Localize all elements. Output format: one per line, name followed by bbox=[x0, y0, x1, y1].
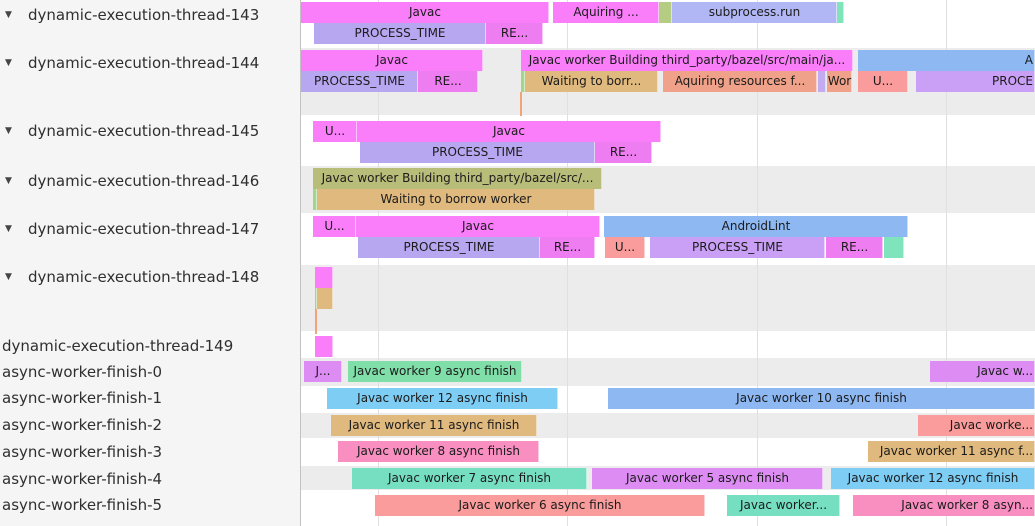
trace-slice[interactable]: Aquiring ... bbox=[553, 2, 659, 23]
trace-slice-sliver[interactable] bbox=[818, 71, 826, 92]
trace-slice[interactable]: Javac worker 8 asyn... bbox=[853, 495, 1035, 516]
trace-slice[interactable]: PROCESS_TIME bbox=[358, 237, 540, 258]
trace-slice[interactable]: Javac worker 9 async finish bbox=[348, 361, 522, 382]
collapse-arrow-icon[interactable]: ▼ bbox=[5, 10, 12, 20]
track-name-label: async-worker-finish-3 bbox=[2, 443, 163, 461]
trace-slice[interactable]: Javac worker 11 async finish bbox=[331, 415, 537, 436]
track-name-label: async-worker-finish-1 bbox=[2, 389, 163, 407]
track-name-label: dynamic-execution-thread-149 bbox=[2, 337, 234, 355]
trace-slice-sliver[interactable] bbox=[317, 288, 333, 309]
trace-slice[interactable]: U... bbox=[858, 71, 908, 92]
time-gridline bbox=[567, 0, 568, 526]
track-name-row[interactable]: ▼ dynamic-execution-thread-147 bbox=[0, 219, 300, 239]
trace-slice[interactable]: PROCESS_TIME bbox=[314, 23, 486, 44]
flow-marker bbox=[315, 309, 317, 334]
trace-slice[interactable]: Javac bbox=[301, 2, 549, 23]
trace-slice[interactable]: Javac worker 7 async finish bbox=[352, 468, 587, 489]
time-gridline bbox=[946, 0, 947, 526]
collapse-arrow-icon[interactable]: ▼ bbox=[5, 58, 12, 68]
trace-slice[interactable]: RE... bbox=[826, 237, 883, 258]
collapse-arrow-icon[interactable]: ▼ bbox=[5, 126, 12, 136]
trace-slice[interactable]: U... bbox=[313, 121, 357, 142]
trace-slice[interactable]: RE... bbox=[418, 71, 478, 92]
trace-slice-sliver[interactable] bbox=[521, 71, 525, 92]
trace-slice[interactable]: A bbox=[858, 50, 1035, 71]
trace-slice[interactable]: Javac worker 6 async finish bbox=[375, 495, 705, 516]
time-gridline bbox=[378, 0, 379, 526]
trace-slice[interactable]: Javac worker 12 async finish bbox=[831, 468, 1035, 489]
trace-slice-sliver[interactable] bbox=[315, 336, 333, 357]
trace-slice[interactable]: Waiting to borrow worker bbox=[317, 189, 595, 210]
trace-slice[interactable]: Javac worker 8 async finish bbox=[338, 441, 539, 462]
trace-slice-sliver[interactable] bbox=[315, 267, 333, 288]
trace-slice[interactable]: RE... bbox=[486, 23, 543, 44]
trace-slice[interactable]: J... bbox=[304, 361, 342, 382]
trace-slice-sliver[interactable] bbox=[884, 237, 904, 258]
track-name-label: async-worker-finish-2 bbox=[2, 416, 163, 434]
track-name-row[interactable]: async-worker-finish-0 bbox=[0, 362, 300, 382]
track-name-row[interactable]: dynamic-execution-thread-149 bbox=[0, 336, 300, 356]
track-name-label: async-worker-finish-5 bbox=[2, 496, 163, 514]
track-name-row[interactable]: ▼ dynamic-execution-thread-148 bbox=[0, 267, 300, 287]
trace-slice[interactable]: Javac worker 11 async f... bbox=[868, 441, 1035, 462]
track-name-label: dynamic-execution-thread-144 bbox=[28, 54, 260, 72]
trace-slice[interactable]: Javac bbox=[356, 216, 600, 237]
collapse-arrow-icon[interactable]: ▼ bbox=[5, 176, 12, 186]
track-name-sidebar: ▼ dynamic-execution-thread-143 ▼ dynamic-ex… bbox=[0, 0, 301, 526]
track-name-row[interactable]: async-worker-finish-1 bbox=[0, 388, 300, 408]
trace-slice[interactable]: Waiting to borr... bbox=[525, 71, 658, 92]
track-name-row[interactable]: async-worker-finish-5 bbox=[0, 495, 300, 515]
trace-slice[interactable]: U... bbox=[605, 237, 645, 258]
track-name-row[interactable]: ▼ dynamic-execution-thread-143 bbox=[0, 5, 300, 25]
track-group-background bbox=[301, 265, 1035, 331]
trace-slice[interactable]: Javac worker Building third_party/bazel/… bbox=[521, 50, 853, 71]
trace-slice[interactable]: Javac bbox=[357, 121, 661, 142]
collapse-arrow-icon[interactable]: ▼ bbox=[5, 272, 12, 282]
track-name-label: dynamic-execution-thread-148 bbox=[28, 268, 260, 286]
track-name-row[interactable]: async-worker-finish-4 bbox=[0, 469, 300, 489]
trace-slice[interactable]: PROCESS_TIME bbox=[360, 142, 595, 163]
trace-slice[interactable]: RE... bbox=[540, 237, 595, 258]
trace-slice-sliver[interactable] bbox=[313, 189, 317, 210]
trace-slice[interactable]: Javac worker... bbox=[727, 495, 840, 516]
track-name-row[interactable]: async-worker-finish-2 bbox=[0, 415, 300, 435]
track-name-label: dynamic-execution-thread-143 bbox=[28, 6, 260, 24]
collapse-arrow-icon[interactable]: ▼ bbox=[5, 224, 12, 234]
track-name-row[interactable]: ▼ dynamic-execution-thread-144 bbox=[0, 53, 300, 73]
trace-slice-sliver[interactable] bbox=[837, 2, 844, 23]
trace-slice[interactable]: AndroidLint bbox=[604, 216, 908, 237]
trace-slice[interactable]: Aquiring resources f... bbox=[663, 71, 817, 92]
trace-slice[interactable]: Javac worker 5 async finish bbox=[592, 468, 823, 489]
track-name-label: async-worker-finish-4 bbox=[2, 470, 163, 488]
trace-slice[interactable]: Wor bbox=[827, 71, 852, 92]
trace-slice[interactable]: Javac worke... bbox=[918, 415, 1035, 436]
track-name-label: dynamic-execution-thread-147 bbox=[28, 220, 260, 238]
trace-slice-sliver[interactable] bbox=[315, 288, 317, 309]
trace-slice[interactable]: PROCE bbox=[916, 71, 1035, 92]
trace-slice[interactable]: subprocess.run bbox=[672, 2, 837, 23]
trace-slice[interactable]: PROCESS_TIME bbox=[650, 237, 825, 258]
trace-slice[interactable]: Javac bbox=[301, 50, 483, 71]
trace-slice[interactable]: Javac worker Building third_party/bazel/… bbox=[313, 168, 602, 189]
track-name-row[interactable]: ▼ dynamic-execution-thread-146 bbox=[0, 171, 300, 191]
time-gridline bbox=[757, 0, 758, 526]
track-name-row[interactable]: async-worker-finish-3 bbox=[0, 442, 300, 462]
trace-slice[interactable]: PROCESS_TIME bbox=[301, 71, 418, 92]
track-name-label: async-worker-finish-0 bbox=[2, 363, 163, 381]
track-name-row[interactable]: ▼ dynamic-execution-thread-145 bbox=[0, 121, 300, 141]
trace-slice[interactable]: Javac worker 10 async finish bbox=[608, 388, 1035, 409]
flow-marker bbox=[520, 92, 522, 116]
trace-slice[interactable]: Javac w... bbox=[930, 361, 1035, 382]
trace-slice-sliver[interactable] bbox=[659, 2, 672, 23]
track-name-label: dynamic-execution-thread-146 bbox=[28, 172, 260, 190]
trace-slice[interactable]: Javac worker 12 async finish bbox=[327, 388, 558, 409]
track-name-label: dynamic-execution-thread-145 bbox=[28, 122, 260, 140]
trace-slice[interactable]: RE... bbox=[595, 142, 652, 163]
trace-slice[interactable]: U... bbox=[313, 216, 356, 237]
